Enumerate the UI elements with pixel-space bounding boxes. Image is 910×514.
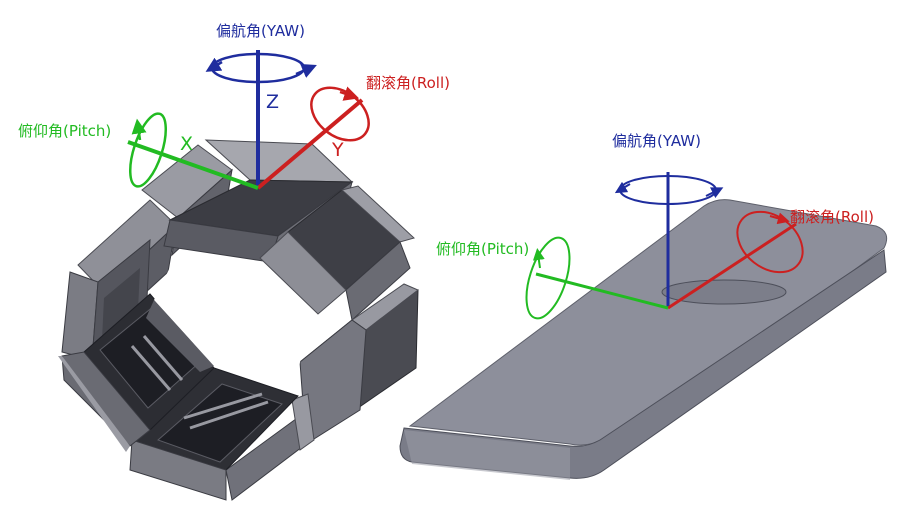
ring-inner-opening xyxy=(154,255,310,380)
left-y-letter: Y xyxy=(332,139,344,161)
left-z-letter: Z xyxy=(266,91,280,113)
octagon-ring-model xyxy=(58,139,419,501)
left-axes xyxy=(127,50,370,190)
left-yaw-label: 偏航角(YAW) xyxy=(216,22,305,40)
left-x-axis xyxy=(127,140,259,190)
right-x-axis xyxy=(535,272,669,310)
right-pitch-label: 俯仰角(Pitch) xyxy=(436,240,530,258)
right-y-axis xyxy=(667,222,797,310)
left-y-axis xyxy=(256,98,364,190)
left-roll-label: 翻滚角(Roll) xyxy=(366,74,450,92)
plate-recess xyxy=(661,279,787,305)
right-axes xyxy=(525,172,804,320)
left-pitch-label: 俯仰角(Pitch) xyxy=(18,122,112,140)
left-x-letter: X xyxy=(180,133,194,155)
plate-model xyxy=(399,199,888,480)
right-roll-label: 翻滚角(Roll) xyxy=(790,208,874,226)
left-pitch-rotation-ring xyxy=(128,112,168,188)
right-pitch-rotation-ring xyxy=(525,236,571,320)
right-yaw-label: 偏航角(YAW) xyxy=(612,132,701,150)
plate-top-surface xyxy=(408,199,888,446)
